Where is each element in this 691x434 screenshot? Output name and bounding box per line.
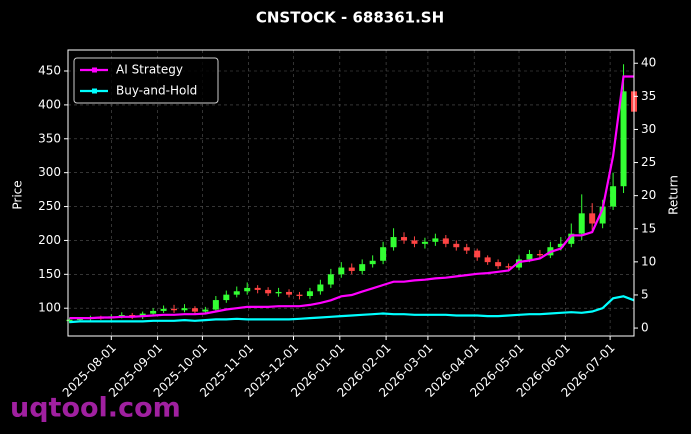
candle-body bbox=[578, 213, 585, 234]
candle-body bbox=[599, 206, 606, 224]
candle-body bbox=[286, 291, 293, 295]
candle-body bbox=[181, 308, 188, 311]
candle-body bbox=[359, 264, 366, 271]
candle-body bbox=[369, 260, 376, 265]
candle-body bbox=[380, 247, 387, 261]
candle-body bbox=[76, 319, 83, 321]
y-axis-label: Price bbox=[11, 180, 25, 209]
candle-body bbox=[620, 91, 627, 187]
y2-tick-label: 20 bbox=[641, 188, 656, 202]
legend: AI Strategy Buy-and-Hold bbox=[73, 57, 219, 104]
candle-body bbox=[118, 314, 125, 317]
candle-body bbox=[411, 240, 418, 244]
y-tick-label: 400 bbox=[38, 97, 61, 111]
candle-body bbox=[306, 291, 313, 297]
candle-body bbox=[505, 266, 512, 268]
y2-tick-label: 30 bbox=[641, 122, 656, 136]
y2-tick-label: 5 bbox=[641, 287, 649, 301]
candle-body bbox=[296, 294, 303, 297]
candle-body bbox=[348, 267, 355, 271]
candle-body bbox=[401, 237, 408, 241]
candle-body bbox=[338, 267, 345, 275]
candle-body bbox=[484, 257, 491, 263]
legend-marker bbox=[92, 88, 97, 94]
legend-box bbox=[73, 57, 219, 104]
y2-tick-label: 15 bbox=[641, 221, 656, 235]
candle-body bbox=[317, 284, 324, 292]
candle-body bbox=[432, 238, 439, 242]
candle-body bbox=[171, 308, 178, 311]
y2-tick-label: 40 bbox=[641, 56, 656, 70]
candle-body bbox=[589, 213, 596, 224]
y-tick-label: 450 bbox=[38, 64, 61, 78]
y-tick-label: 200 bbox=[38, 233, 61, 247]
candle-body bbox=[442, 238, 449, 244]
return-line bbox=[69, 75, 634, 320]
candle-body bbox=[265, 289, 272, 294]
candle-body bbox=[463, 247, 470, 251]
candle-body bbox=[244, 287, 251, 292]
candle-body bbox=[275, 291, 282, 294]
candle-body bbox=[526, 253, 533, 260]
candle-body bbox=[536, 253, 543, 256]
candle-body bbox=[474, 250, 481, 258]
candle-body bbox=[516, 259, 523, 268]
candle-body bbox=[191, 308, 198, 312]
candle-body bbox=[610, 186, 617, 207]
legend-label: Buy-and-Hold bbox=[116, 84, 197, 98]
y-tick-label: 150 bbox=[38, 267, 61, 281]
plot-frame bbox=[67, 49, 635, 337]
return-line bbox=[69, 295, 635, 324]
candle-body bbox=[557, 243, 564, 248]
candle-body bbox=[202, 309, 209, 312]
candle-body bbox=[453, 243, 460, 248]
y2-tick-label: 10 bbox=[641, 254, 656, 268]
y2-tick-label: 0 bbox=[641, 321, 649, 335]
y-tick-label: 250 bbox=[38, 199, 61, 213]
candle-body bbox=[223, 294, 230, 301]
y-tick-label: 300 bbox=[38, 165, 61, 179]
y2-tick-label: 25 bbox=[641, 155, 656, 169]
y2-axis-label: Return bbox=[667, 175, 681, 215]
legend-label: AI Strategy bbox=[116, 63, 183, 77]
candle-body bbox=[212, 300, 219, 310]
legend-marker bbox=[92, 67, 97, 73]
chart-title: CNSTOCK - 688361.SH bbox=[256, 9, 444, 27]
candle-body bbox=[66, 319, 73, 322]
y-tick-label: 350 bbox=[38, 131, 61, 145]
candle-body bbox=[421, 241, 428, 244]
candle-body bbox=[150, 310, 157, 314]
candle-body bbox=[233, 291, 240, 295]
y2-tick-label: 35 bbox=[641, 89, 656, 103]
grid bbox=[68, 50, 634, 336]
candle-body bbox=[495, 262, 502, 267]
candle-body bbox=[327, 274, 334, 285]
candle-body bbox=[390, 237, 397, 248]
plot-area bbox=[66, 64, 637, 324]
watermark: uqtool.com bbox=[10, 393, 181, 424]
candle-body bbox=[568, 233, 575, 244]
candle-body bbox=[254, 287, 261, 290]
candle-body bbox=[160, 308, 167, 311]
y-tick-label: 100 bbox=[38, 301, 61, 315]
